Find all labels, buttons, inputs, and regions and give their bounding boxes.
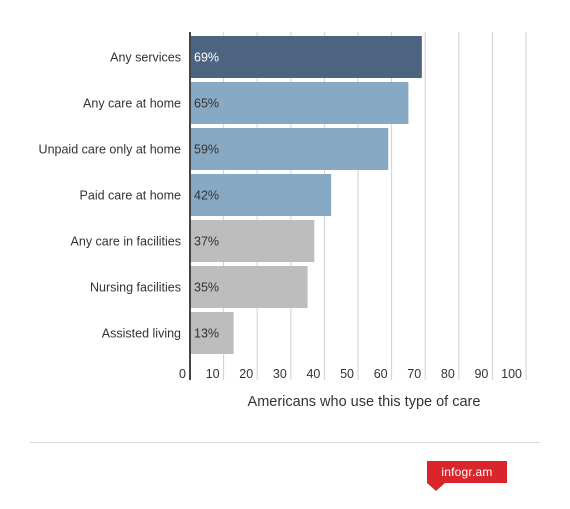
tick-label: 80 [441,367,455,381]
data-label: 42% [194,189,219,203]
bars: 69% 65% 59% 42% 37% 35% 13% [191,36,422,354]
category-labels: Any services Any care at home Unpaid care … [39,51,182,341]
category-label: Any care at home [83,97,181,111]
bar-chart: 69% 65% 59% 42% 37% 35% 13% Any services Any ca… [39,32,527,410]
tick-label: 50 [340,367,354,381]
tick-label: 40 [306,367,320,381]
bar-any-services [191,36,422,78]
category-label: Paid care at home [80,189,181,203]
data-label: 65% [194,97,219,111]
category-label: Any care in facilities [71,235,181,249]
tick-label: 10 [206,367,220,381]
tick-label: 90 [474,367,488,381]
data-label: 69% [194,51,219,65]
logo-flag-tail [427,483,445,491]
tick-label: 100 [501,367,522,381]
x-axis-ticks: 0 10 20 30 40 50 60 70 80 90 100 [179,367,522,381]
category-label: Nursing facilities [90,281,181,295]
category-label: Any services [110,51,181,65]
logo-text: infogr.am [441,465,493,479]
bar-unpaid-care-only-at-home [191,128,389,170]
tick-label: 20 [239,367,253,381]
tick-label: 60 [374,367,388,381]
bar-nursing-facilities [191,266,308,308]
logo-flag [427,461,507,483]
data-label: 35% [194,281,219,295]
tick-label: 30 [273,367,287,381]
bar-any-care-at-home [191,82,409,124]
x-axis-title: Americans who use this type of care [248,394,481,410]
bar-any-care-in-facilities [191,220,315,262]
tick-label: 70 [407,367,421,381]
data-label: 37% [194,235,219,249]
bar-paid-care-at-home [191,174,332,216]
bar-assisted-living [191,312,234,354]
category-label: Assisted living [102,327,181,341]
infogram-logo[interactable]: infogr.am [427,461,507,491]
data-label: 13% [194,327,219,341]
data-label: 59% [194,143,219,157]
footer-divider [30,442,540,443]
category-label: Unpaid care only at home [39,143,181,157]
tick-label: 0 [179,367,186,381]
